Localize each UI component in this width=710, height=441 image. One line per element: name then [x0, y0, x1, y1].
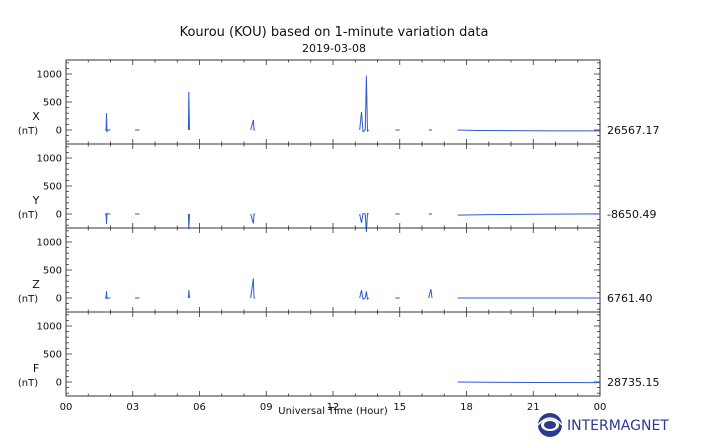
x-tick-label: 18 — [460, 402, 473, 413]
y-tick-label: 0 — [56, 126, 62, 137]
series-line — [359, 290, 369, 301]
panel-x: 0 500 1000 X (nT) 26567.17 — [18, 59, 660, 145]
panel-frame — [65, 143, 601, 229]
panel-z: 0 500 1000 Z (nT) 6761.40 — [18, 227, 653, 313]
panel-frame — [65, 311, 601, 397]
x-axis-label: Universal Time (Hour) — [278, 406, 388, 417]
intermagnet-logo-text: INTERMAGNET — [567, 418, 669, 434]
intermagnet-logo: INTERMAGNET — [537, 413, 669, 437]
component-label: Z — [32, 278, 40, 291]
baseline-value: 26567.17 — [607, 124, 660, 137]
series-line — [187, 290, 190, 299]
series-line — [187, 213, 190, 230]
component-label: F — [33, 362, 39, 375]
y-tick-label: 0 — [56, 210, 62, 221]
series-line — [187, 91, 190, 131]
y-tick-label: 500 — [43, 350, 62, 361]
x-tick-label: 03 — [126, 402, 139, 413]
series-line — [457, 129, 601, 132]
x-tick-label: 00 — [60, 402, 73, 413]
x-tick-label: 21 — [527, 402, 540, 413]
y-tick-label: 1000 — [37, 322, 62, 333]
chart-title: Kourou (KOU) based on 1-minute variation… — [180, 25, 489, 40]
series-line — [457, 213, 601, 216]
baseline-value: 28735.15 — [607, 376, 660, 389]
y-tick-label: 500 — [43, 266, 62, 277]
panel-f: 0 500 1000 F (nT) 28735.15 — [18, 311, 660, 397]
panel-frame — [65, 227, 601, 313]
x-tick-label: 00 — [594, 402, 607, 413]
panels: 0 500 1000 X (nT) 26567.17 0 500 1000 Y (nT) -8650.… — [18, 59, 660, 397]
chart-subtitle: 2019-03-08 — [302, 42, 366, 55]
x-tick-label: 06 — [193, 402, 206, 413]
series-line — [104, 291, 111, 300]
component-label: X — [32, 110, 40, 123]
series-line — [250, 213, 256, 224]
panel-frame — [65, 59, 601, 145]
series-line — [104, 212, 111, 225]
baseline-value: -8650.49 — [607, 208, 656, 221]
series-line — [250, 119, 256, 131]
x-tick-label: 15 — [393, 402, 406, 413]
intermagnet-globe-icon — [537, 413, 563, 437]
series-line — [104, 113, 111, 133]
x-axis: 00 03 06 09 12 15 18 21 00 — [60, 402, 607, 413]
y-tick-label: 1000 — [37, 154, 62, 165]
y-tick-label: 0 — [56, 294, 62, 305]
unit-label: (nT) — [18, 210, 38, 221]
panel-y: 0 500 1000 Y (nT) -8650.49 — [18, 143, 656, 232]
unit-label: (nT) — [18, 294, 38, 305]
series-line — [457, 381, 601, 384]
component-label: Y — [32, 194, 40, 207]
baseline-value: 6761.40 — [607, 292, 653, 305]
y-tick-label: 500 — [43, 98, 62, 109]
series-line — [250, 278, 256, 299]
y-tick-label: 500 — [43, 182, 62, 193]
y-tick-label: 1000 — [37, 70, 62, 81]
unit-label: (nT) — [18, 378, 38, 389]
series-line — [359, 75, 369, 133]
x-tick-label: 09 — [260, 402, 273, 413]
y-tick-label: 1000 — [37, 238, 62, 249]
unit-label: (nT) — [18, 126, 38, 137]
x-tick-label: 12 — [327, 402, 340, 413]
series-line — [359, 212, 369, 232]
series-line — [428, 288, 433, 299]
y-tick-label: 0 — [56, 378, 62, 389]
